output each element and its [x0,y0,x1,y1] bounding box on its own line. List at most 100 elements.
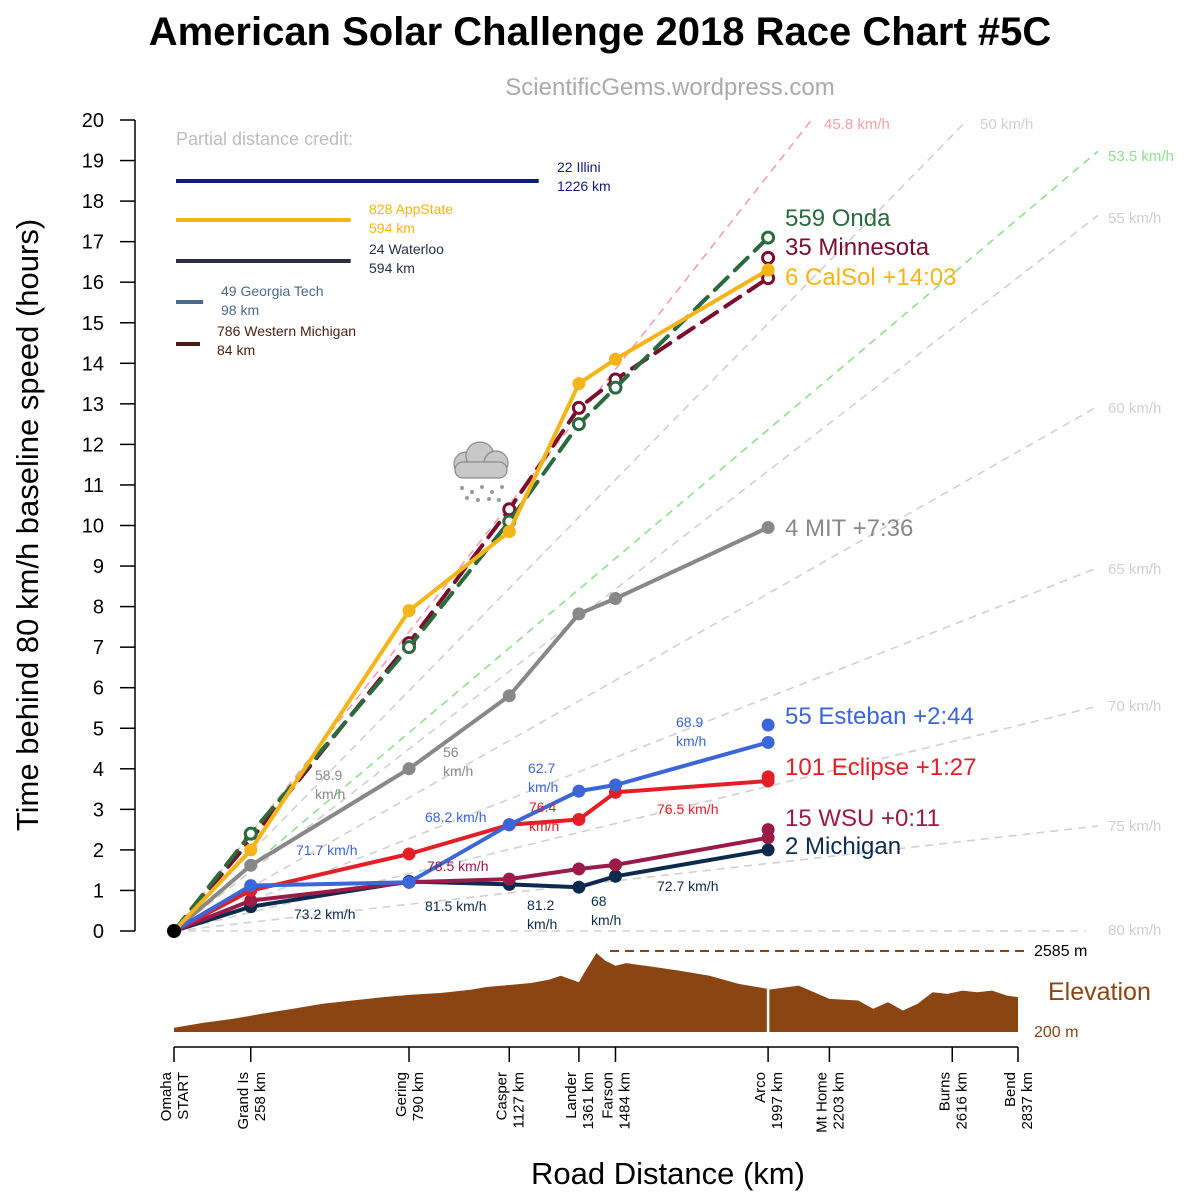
stop-label: Burns 2616 km [936,1072,970,1130]
speed-line-label: 70 km/h [1108,698,1161,715]
y-tick-label: 11 [83,475,104,497]
start-point [167,924,181,938]
data-point [572,862,586,876]
speed-annotation: 71.7 km/h [296,842,357,858]
data-point [402,847,416,861]
speed-annotation: 72.7 km/h [657,878,718,894]
data-point [502,689,516,703]
series-label-calsol: 6 CalSol +14:03 [785,264,956,291]
series-line [172,268,771,933]
stop-distance: 1361 km [580,1072,597,1130]
data-point [608,778,622,792]
stop-distance: 2616 km [953,1072,970,1130]
partial-credit-title: Partial distance credit: [176,129,353,149]
series-label-esteban: 55 Esteban +2:44 [785,703,974,730]
stop-name: Arco [752,1072,769,1103]
y-tick-label: 19 [82,151,104,173]
data-point [761,735,775,749]
stop-name: Bend [1002,1072,1019,1107]
y-tick-label: 1 [93,880,104,902]
partial-credit-distance: 594 km [369,260,415,276]
data-point [243,826,258,841]
y-tick-label: 18 [82,191,104,213]
speed-line-label: 75 km/h [1108,818,1161,835]
partial-credit-name: 49 Georgia Tech [221,283,323,299]
stop-label: Gering 790 km [393,1072,427,1121]
y-tick-label: 20 [82,110,104,132]
stop-label: Farson 1484 km [599,1072,633,1130]
speed-line [174,405,1099,932]
stop-name: Grand Is [235,1072,252,1130]
speed-annotation: 56 [443,744,459,760]
speed-line [174,566,1099,932]
series-label-michigan: 2 Michigan [785,833,901,860]
partial-credit-name: 24 Waterloo [369,241,444,257]
data-point [608,858,622,872]
speed-line-label: 50 km/h [980,116,1033,133]
data-point [571,417,586,432]
partial-credit-distance: 1226 km [557,178,611,194]
end-marker [761,718,775,732]
stop-distance: 2837 km [1019,1072,1036,1130]
speed-annotation-unit: km/h [443,763,473,779]
series-esteban [172,718,775,933]
speed-annotation-unit: km/h [591,912,621,928]
end-marker [761,250,776,265]
elevation-min-label: 200 m [1034,1024,1078,1041]
partial-credit-distance: 84 km [217,342,255,358]
y-tick-label: 4 [93,759,104,781]
stop-distance: 2203 km [830,1072,847,1130]
series-label-eclipse: 101 Eclipse +1:27 [785,754,976,781]
data-point [608,380,623,395]
data-point [402,640,417,655]
speed-annotation: 58.9 [315,767,342,783]
speed-annotation: 68.9 [676,714,703,730]
y-tick-label: 12 [82,434,104,456]
data-point [571,400,586,415]
y-tick-label: 6 [93,678,104,700]
speed-annotation: 68.2 km/h [425,809,486,825]
stop-name: Casper [493,1072,510,1120]
speed-annotation-unit: km/h [676,733,706,749]
speed-annotation: 78.5 km/h [427,858,488,874]
data-point [608,352,622,366]
stop-name: Mt Home [813,1072,830,1133]
stop-label: Omaha START [158,1071,192,1121]
y-tick-label: 13 [82,394,104,416]
stop-distance: 1127 km [510,1072,527,1128]
data-point [572,812,586,826]
y-tick-label: 9 [93,556,104,578]
end-marker [761,263,775,277]
data-point [502,525,516,539]
speed-annotation: 81.2 [527,897,554,913]
elevation-max-label: 2585 m [1034,943,1087,960]
elevation-title: Elevation [1048,978,1151,1006]
x-axis-label: Road Distance (km) [531,1156,805,1191]
y-tick-label: 5 [93,718,104,740]
weather-cloud-snow-icon [453,441,509,502]
y-axis-label: Time behind 80 km/h baseline speed (hour… [10,219,45,831]
speed-line-label: 80 km/h [1108,922,1161,939]
stop-label: Arco 1997 km [752,1072,786,1130]
speed-annotation: 73.2 km/h [294,906,355,922]
data-point [502,818,516,832]
stop-distance: 1997 km [769,1072,786,1130]
stop-name: Omaha [158,1071,175,1121]
speed-annotation: 62.7 [528,760,555,776]
data-point [244,843,258,857]
data-point [402,604,416,618]
stop-name: Lander [563,1072,580,1119]
stop-name: Gering [393,1072,410,1117]
data-point [761,521,775,535]
speed-annotation: 68 [591,893,607,909]
partial-credit-name: 828 AppState [369,201,453,217]
series-label-onda: 559 Onda [785,205,891,232]
series-onda [172,230,776,933]
y-tick-label: 0 [93,921,104,943]
y-tick-label: 15 [82,313,104,335]
data-point [502,872,516,886]
speed-line-label: 65 km/h [1108,561,1161,578]
partial-credit-name: 22 Illini [557,159,601,175]
stop-label: Lander 1361 km [563,1072,597,1130]
stop-distance: 1484 km [616,1072,633,1130]
